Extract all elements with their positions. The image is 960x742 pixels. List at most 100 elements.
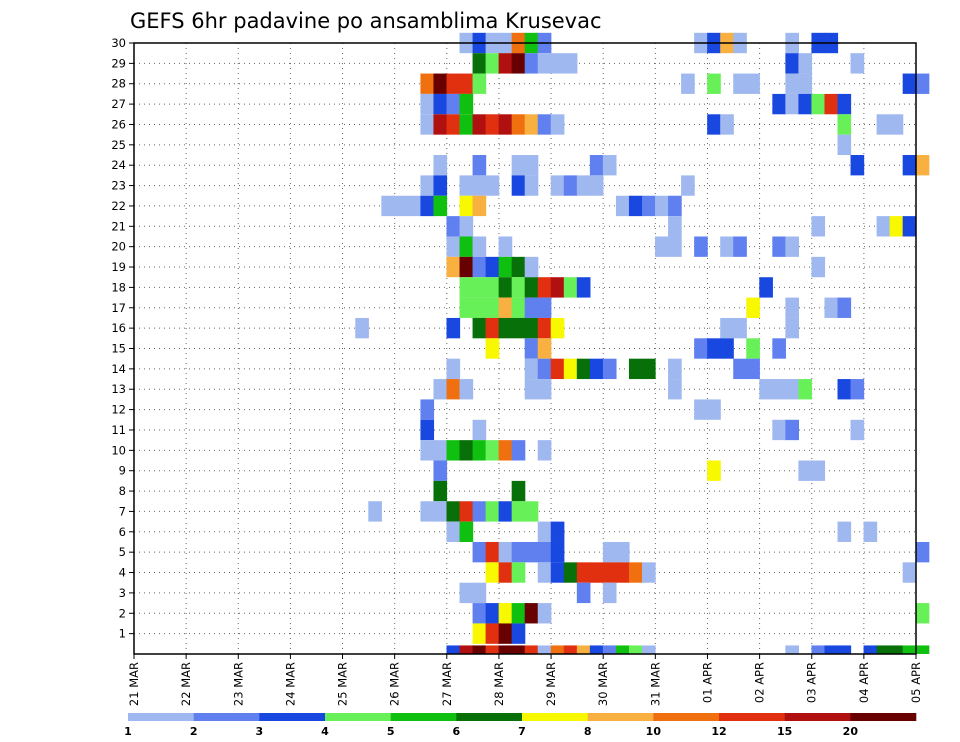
- heatmap-cell: [511, 603, 526, 624]
- heatmap-cell: [407, 195, 422, 217]
- heatmap-cell: [785, 419, 799, 441]
- heatmap-cell: [642, 195, 656, 217]
- heatmap-cell: [511, 562, 526, 583]
- heatmap-cell: [446, 645, 461, 654]
- heatmap-cell: [785, 645, 799, 654]
- heatmap-cell: [811, 256, 826, 278]
- y-tick-label: 12: [111, 403, 126, 417]
- heatmap-cell: [459, 521, 474, 542]
- heatmap-cell: [511, 623, 526, 644]
- heatmap-cell: [446, 93, 461, 115]
- colorbar-swatch: [719, 713, 785, 721]
- heatmap-cell: [615, 562, 630, 583]
- heatmap-cell: [915, 155, 930, 176]
- colorbar-label: 12: [711, 725, 726, 738]
- colorbar-label: 8: [584, 725, 592, 738]
- heatmap-cell: [472, 114, 487, 135]
- heatmap-cell: [707, 460, 721, 481]
- heatmap-cell: [576, 358, 591, 380]
- axis-ticks: 1234567891011121314151617181920212223242…: [111, 36, 923, 706]
- heatmap-cell: [720, 317, 734, 339]
- heatmap-cell: [902, 562, 917, 583]
- heatmap-cell: [524, 277, 539, 298]
- heatmap-cell: [655, 236, 669, 257]
- heatmap-cell: [915, 541, 930, 563]
- colorbar-label: 3: [256, 725, 264, 738]
- heatmap-cell: [876, 645, 891, 654]
- heatmap-cell: [433, 195, 448, 217]
- heatmap-cell: [602, 541, 617, 563]
- heatmap-cell: [720, 236, 734, 257]
- heatmap-cell: [668, 358, 682, 380]
- heatmap-cell: [472, 155, 487, 176]
- heatmap-cell: [459, 195, 474, 217]
- heatmap-cell: [524, 645, 539, 654]
- heatmap-cell: [537, 317, 552, 339]
- heatmap-cell: [668, 216, 682, 237]
- heatmap-cell: [446, 440, 461, 461]
- heatmap-cell: [459, 645, 474, 654]
- heatmap-cell: [420, 501, 435, 522]
- heatmap-cell: [563, 562, 578, 583]
- heatmap-cell: [446, 216, 461, 237]
- heatmap-cell: [707, 399, 721, 420]
- heatmap-cell: [485, 114, 500, 135]
- heatmap-cell: [459, 175, 474, 196]
- heatmap-cell: [798, 460, 813, 481]
- heatmap-cell: [837, 297, 852, 318]
- y-tick-label: 16: [111, 321, 126, 335]
- colorbar-swatch: [390, 713, 457, 721]
- heatmap-cell: [668, 379, 682, 400]
- heatmap-cell: [511, 645, 526, 654]
- heatmap-cell: [628, 562, 643, 583]
- heatmap-cell: [733, 358, 747, 380]
- heatmap-cell: [511, 53, 526, 74]
- heatmap-cell: [524, 297, 539, 318]
- heatmap-cell: [837, 114, 852, 135]
- heatmap-cell: [459, 379, 474, 400]
- heatmap-cell: [889, 114, 904, 135]
- heatmap-cell: [811, 645, 826, 654]
- heatmap-cell: [615, 541, 630, 563]
- heatmap-cell: [446, 358, 461, 380]
- heatmap-cell: [498, 541, 513, 563]
- heatmap-cell: [537, 645, 552, 654]
- heatmap-cell: [537, 440, 552, 461]
- y-tick-label: 30: [111, 36, 126, 50]
- y-tick-label: 3: [119, 586, 126, 600]
- heatmap-cell: [602, 645, 617, 654]
- colorbar-label: 20: [843, 725, 859, 738]
- colorbar-label: 1: [124, 725, 132, 738]
- heatmap-cell: [537, 297, 552, 318]
- heatmap-cell: [485, 541, 500, 563]
- heatmap-cell: [511, 155, 526, 176]
- heatmap-cell: [472, 623, 487, 644]
- y-tick-label: 14: [111, 362, 126, 376]
- heatmap-cell: [628, 645, 643, 654]
- heatmap-cell: [837, 379, 852, 400]
- heatmap-cell: [550, 277, 565, 298]
- heatmap-cell: [550, 114, 565, 135]
- y-tick-label: 23: [111, 179, 126, 193]
- heatmap-cell: [563, 645, 578, 654]
- heatmap-cell: [537, 603, 552, 624]
- heatmap-cell: [433, 73, 448, 94]
- heatmap-cell: [394, 195, 408, 217]
- heatmap-cell: [902, 73, 917, 94]
- heatmap-cell: [615, 195, 630, 217]
- heatmap-cell: [524, 379, 539, 400]
- y-tick-label: 6: [119, 525, 126, 539]
- heatmap-cell: [511, 256, 526, 278]
- heatmap-cell: [876, 114, 891, 135]
- heatmap-cell: [420, 440, 435, 461]
- heatmap-cell: [511, 480, 526, 502]
- heatmap-cell: [485, 297, 500, 318]
- heatmap-cell: [746, 358, 760, 380]
- heatmap-cell: [576, 582, 591, 604]
- heatmap-cell: [915, 645, 930, 654]
- heatmap-cell: [524, 358, 539, 380]
- y-tick-label: 19: [111, 260, 126, 274]
- heatmap-cell: [511, 114, 526, 135]
- x-tick-label: 21 MAR: [127, 662, 141, 706]
